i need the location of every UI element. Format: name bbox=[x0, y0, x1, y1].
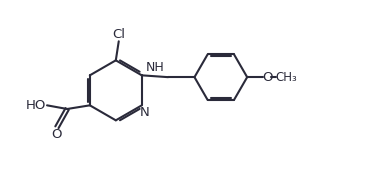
Text: O: O bbox=[52, 128, 62, 141]
Text: NH: NH bbox=[146, 61, 164, 74]
Text: Cl: Cl bbox=[112, 28, 125, 41]
Text: CH₃: CH₃ bbox=[276, 71, 298, 84]
Text: HO: HO bbox=[26, 99, 46, 112]
Text: O: O bbox=[262, 71, 273, 84]
Text: N: N bbox=[139, 106, 149, 119]
